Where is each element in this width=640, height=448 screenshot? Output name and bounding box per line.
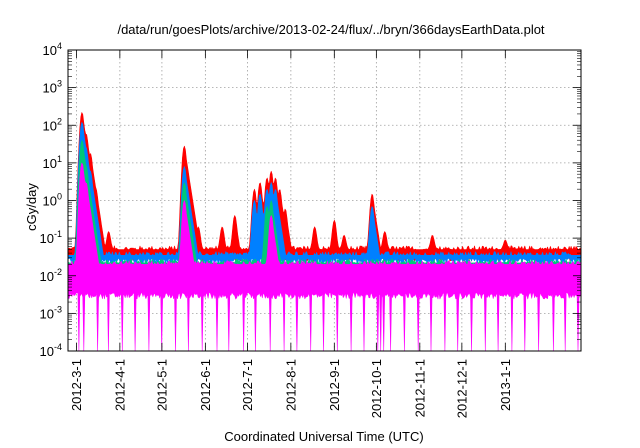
y-tick-label: 10-1 [40, 229, 62, 246]
x-tick-label: 2012-8-1 [283, 359, 298, 411]
x-tick-label: 2012-11-1 [412, 359, 427, 417]
y-tick-label: 100 [43, 192, 62, 209]
series-area-1 [67, 112, 582, 262]
x-tick-label: 2012-12-1 [454, 359, 469, 418]
x-axis-label: Coordinated Universal Time (UTC) [224, 429, 423, 444]
y-tick-label: 10-4 [40, 342, 62, 359]
x-tick-label: 2012-7-1 [240, 359, 255, 411]
y-tick-label: 10-2 [40, 267, 62, 284]
y-tick-label: 101 [43, 154, 62, 171]
y-axis-label: cGy/day [24, 183, 39, 231]
chart-title: /data/run/goesPlots/archive/2013-02-24/f… [117, 22, 544, 37]
x-tick-label: 2012-4-1 [112, 359, 127, 411]
y-tick-label: 10-3 [40, 304, 62, 321]
x-tick-label: 2012-3-1 [69, 359, 84, 411]
x-tick-label: 2012-5-1 [154, 359, 169, 411]
x-tick-label: 2013-1-1 [498, 359, 513, 411]
plot-frame [67, 49, 582, 352]
y-tick-label: 103 [43, 79, 62, 96]
axes [67, 49, 582, 352]
x-tick-labels: 2012-3-1 2012-4-1 2012-5-1 2012-6-1 2012-7-1… [69, 359, 513, 418]
y-tick-label: 104 [43, 41, 62, 58]
x-tick-label: 2012-9-1 [327, 359, 342, 411]
series-layer [67, 112, 582, 352]
x-tick-label: 2012-6-1 [198, 359, 213, 411]
y-tick-label: 102 [43, 116, 62, 133]
y-tick-labels: 10-4 10-3 10-2 10-1 100 101 102 103 104 [40, 41, 62, 359]
x-tick-label: 2012-10-1 [369, 359, 384, 418]
